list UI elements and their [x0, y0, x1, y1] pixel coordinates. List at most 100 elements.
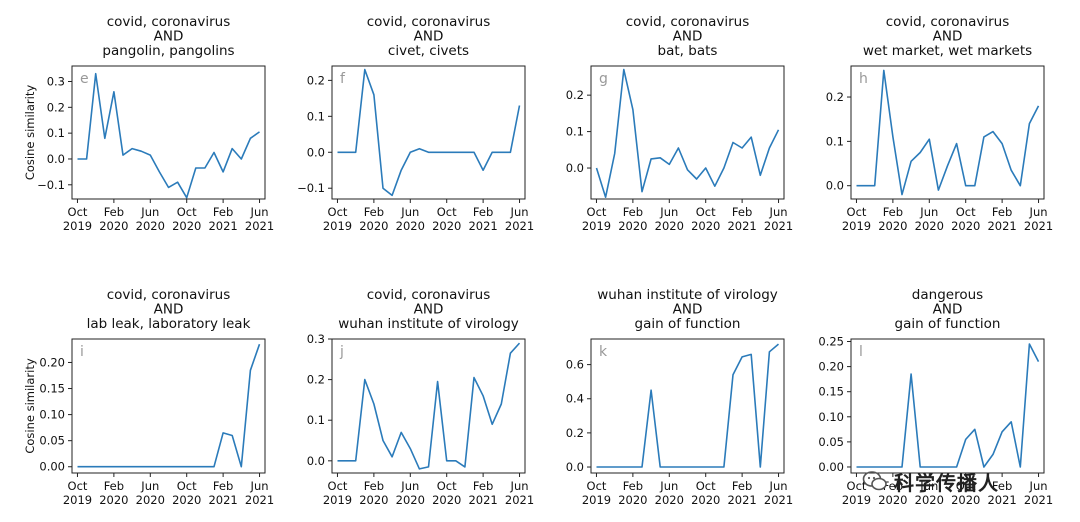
panel-title-line: wuhan institute of virology	[338, 316, 519, 332]
plot-frame	[71, 65, 266, 200]
x-tick-label-year: 2019	[842, 219, 871, 233]
x-tick-label-month: Jun	[1029, 205, 1048, 219]
x-tick-label-year: 2021	[764, 493, 793, 507]
x-tick-label-month: Oct	[956, 205, 976, 219]
x-tick-label-month: Jun	[659, 479, 678, 493]
y-tick-label: 0.0	[307, 145, 325, 159]
x-tick-label-month: Oct	[847, 205, 867, 219]
series-line	[77, 343, 261, 468]
panel-title-line: covid, coronavirus	[107, 14, 230, 30]
panel-title-line: bat, bats	[658, 43, 718, 59]
x-tick-label-year: 2020	[136, 219, 165, 233]
x-tick-label-month: Oct	[847, 479, 867, 493]
x-tick-label-year: 2021	[1024, 219, 1053, 233]
panel-title-line: AND	[933, 302, 963, 318]
y-tick-label: 0.3	[307, 332, 325, 346]
x-tick-label-month: Jun	[250, 479, 269, 493]
y-tick-label: −0.1	[297, 181, 325, 195]
x-tick-label-year: 2020	[172, 219, 201, 233]
x-tick-label-month: Feb	[992, 205, 1012, 219]
x-tick-label-year: 2021	[727, 493, 756, 507]
y-axis-label: Cosine similarity	[23, 85, 37, 181]
x-tick-label-month: Jun	[400, 479, 419, 493]
watermark: 科学传播人	[862, 462, 1067, 500]
y-tick-label: 0.05	[818, 435, 844, 449]
panel-title-line: AND	[673, 29, 703, 45]
x-tick-label-month: Jun	[250, 205, 269, 219]
panel-title-line: AND	[673, 302, 703, 318]
y-tick-label: 0.00	[818, 460, 844, 474]
chat-bubble-icon	[862, 471, 887, 491]
x-tick-label-year: 2020	[951, 493, 980, 507]
x-tick-label-year: 2020	[172, 493, 201, 507]
x-tick-label-year: 2019	[842, 493, 871, 507]
y-tick-label: 0.2	[47, 100, 65, 114]
series-line	[856, 69, 1040, 196]
y-tick-label: 0.0	[47, 152, 65, 166]
panel-title-line: AND	[414, 29, 444, 45]
x-tick-label-month: Oct	[437, 479, 457, 493]
x-tick-label-year: 2020	[691, 219, 720, 233]
x-tick-label-year: 2020	[396, 493, 425, 507]
x-tick-label-year: 2021	[764, 219, 793, 233]
series-line	[337, 68, 521, 197]
x-tick-label-year: 2021	[468, 493, 497, 507]
y-tick-label: −0.1	[37, 178, 65, 192]
y-tick-label: 0.2	[307, 373, 325, 387]
y-tick-label: 0.0	[307, 454, 325, 468]
panel-title-line: covid, coronavirus	[107, 287, 230, 303]
x-tick-label-year: 2020	[915, 493, 944, 507]
x-tick-label-year: 2021	[505, 219, 534, 233]
x-tick-label-year: 2021	[208, 493, 237, 507]
y-tick-label: 0.2	[566, 426, 584, 440]
x-tick-label-month: Feb	[364, 479, 384, 493]
x-tick-label-month: Jun	[919, 479, 938, 493]
y-tick-label: 0.2	[566, 88, 584, 102]
x-tick-label-month: Feb	[473, 205, 493, 219]
x-tick-label-year: 2021	[987, 219, 1016, 233]
x-tick-label-month: Feb	[732, 205, 752, 219]
panel-title-line: wet market, wet markets	[863, 43, 1032, 59]
x-tick-label-year: 2020	[359, 219, 388, 233]
x-tick-label-month: Oct	[177, 479, 197, 493]
panel-letter: f	[340, 71, 346, 87]
x-tick-label-month: Feb	[992, 479, 1012, 493]
y-tick-label: 0.15	[39, 382, 65, 396]
plot-frame	[331, 65, 526, 200]
plot-frame	[590, 338, 785, 474]
x-tick-label-month: Feb	[364, 205, 384, 219]
x-tick-label-month: Feb	[104, 479, 124, 493]
x-tick-label-year: 2020	[915, 219, 944, 233]
x-tick-label-month: Oct	[328, 479, 348, 493]
x-tick-label-month: Jun	[769, 205, 788, 219]
x-tick-label-year: 2021	[1024, 493, 1053, 507]
x-tick-label-year: 2020	[396, 219, 425, 233]
x-tick-label-month: Feb	[732, 479, 752, 493]
y-tick-label: 0.6	[566, 358, 584, 372]
panel-title-line: covid, coronavirus	[886, 14, 1009, 30]
y-axis-label: Cosine similarity	[23, 358, 37, 454]
y-tick-label: 0.2	[826, 90, 844, 104]
panel-title-line: lab leak, laboratory leak	[87, 316, 251, 332]
x-tick-label-year: 2020	[878, 219, 907, 233]
x-tick-label-year: 2020	[99, 493, 128, 507]
x-tick-label-month: Oct	[587, 205, 607, 219]
x-tick-label-month: Oct	[696, 479, 716, 493]
plot-frame	[590, 65, 785, 200]
x-tick-label-month: Jun	[140, 205, 159, 219]
x-tick-label-month: Oct	[956, 479, 976, 493]
panel-letter: g	[599, 71, 608, 87]
x-tick-label-year: 2020	[99, 219, 128, 233]
panel-title-line: dangerous	[912, 287, 983, 303]
x-tick-label-year: 2020	[691, 493, 720, 507]
panel-letter: j	[339, 344, 344, 360]
panel-letter: e	[80, 71, 89, 87]
y-tick-label: 0.1	[307, 109, 325, 123]
y-tick-label: 0.15	[818, 385, 844, 399]
